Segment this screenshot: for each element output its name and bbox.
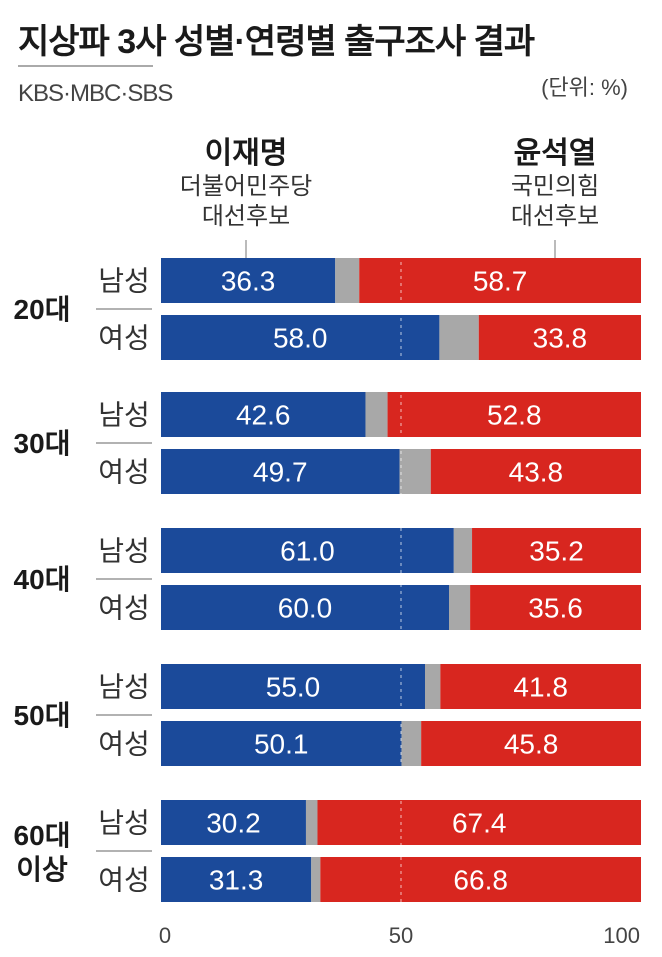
bar-yoon bbox=[421, 721, 641, 766]
candidate-role: 대선후보 bbox=[201, 203, 291, 230]
value-label-lee: 36.3 bbox=[221, 266, 276, 297]
value-label-lee: 31.3 bbox=[209, 865, 264, 896]
bar-yoon bbox=[470, 585, 641, 630]
value-label-lee: 55.0 bbox=[266, 672, 321, 703]
value-label-yoon: 58.7 bbox=[473, 266, 528, 297]
chart-title: 지상파 3사 성별·연령별 출구조사 결과 bbox=[18, 23, 535, 61]
gender-label: 남성 bbox=[98, 400, 150, 431]
source-label: KBS·MBC·SBS bbox=[18, 80, 173, 107]
bar-yoon bbox=[430, 449, 641, 494]
value-label-lee: 50.1 bbox=[254, 729, 309, 760]
gender-label: 남성 bbox=[98, 266, 150, 297]
bar-other bbox=[311, 857, 321, 902]
x-tick-label: 0 bbox=[159, 923, 171, 948]
gender-label: 여성 bbox=[98, 457, 150, 488]
age-group-label: 50대 bbox=[14, 700, 71, 731]
bar-yoon bbox=[359, 258, 641, 303]
bar-other bbox=[439, 315, 479, 360]
gender-label: 여성 bbox=[98, 593, 150, 624]
gender-label: 여성 bbox=[98, 865, 150, 896]
bar-yoon bbox=[440, 664, 641, 709]
gender-label: 남성 bbox=[98, 672, 150, 703]
value-label-yoon: 35.6 bbox=[528, 593, 583, 624]
bar-yoon bbox=[320, 857, 641, 902]
value-label-lee: 49.7 bbox=[253, 457, 308, 488]
bar-lee bbox=[161, 721, 402, 766]
bar-other bbox=[305, 800, 318, 845]
bar-other bbox=[425, 664, 441, 709]
candidate-party: 더불어민주당 bbox=[179, 173, 313, 200]
age-group-label: 40대 bbox=[14, 564, 71, 595]
candidate-party: 국민의힘 bbox=[510, 173, 600, 200]
value-label-yoon: 41.8 bbox=[513, 672, 568, 703]
value-label-yoon: 66.8 bbox=[453, 865, 508, 896]
bar-yoon bbox=[317, 800, 641, 845]
bar-other bbox=[401, 721, 422, 766]
value-label-lee: 42.6 bbox=[236, 400, 291, 431]
candidate-lee-label: 이재명 더불어민주당 대선후보 bbox=[146, 136, 346, 232]
bar-yoon bbox=[472, 528, 641, 573]
bar-lee bbox=[161, 449, 400, 494]
age-group-label: 30대 bbox=[14, 428, 71, 459]
candidate-yoon-label: 윤석열 국민의힘 대선후보 bbox=[455, 136, 655, 232]
title-divider bbox=[18, 65, 153, 67]
value-label-yoon: 33.8 bbox=[533, 323, 588, 354]
bar-lee bbox=[161, 392, 366, 437]
candidate-name: 윤석열 bbox=[513, 137, 597, 170]
bar-other bbox=[335, 258, 360, 303]
value-label-lee: 58.0 bbox=[273, 323, 328, 354]
bar-lee bbox=[161, 664, 425, 709]
age-group-label: 60대 이상 bbox=[14, 820, 71, 885]
gender-label: 여성 bbox=[98, 729, 150, 760]
value-label-yoon: 67.4 bbox=[452, 808, 507, 839]
bar-yoon bbox=[478, 315, 641, 360]
bar-lee bbox=[161, 857, 312, 902]
bar-other bbox=[399, 449, 431, 494]
value-label-lee: 30.2 bbox=[206, 808, 261, 839]
candidate-name: 이재명 bbox=[204, 137, 288, 170]
gender-label: 남성 bbox=[98, 808, 150, 839]
value-label-yoon: 52.8 bbox=[487, 400, 542, 431]
bar-other bbox=[449, 585, 471, 630]
bar-lee bbox=[161, 315, 440, 360]
value-label-lee: 60.0 bbox=[278, 593, 333, 624]
candidate-role: 대선후보 bbox=[510, 203, 600, 230]
value-label-yoon: 35.2 bbox=[529, 536, 584, 567]
unit-label: (단위: %) bbox=[541, 75, 628, 100]
bar-lee bbox=[161, 528, 454, 573]
value-label-yoon: 43.8 bbox=[509, 457, 564, 488]
bar-lee bbox=[161, 800, 306, 845]
gender-label: 여성 bbox=[98, 323, 150, 354]
value-label-lee: 61.0 bbox=[280, 536, 335, 567]
bar-other bbox=[365, 392, 388, 437]
x-tick-label: 100 bbox=[603, 923, 640, 948]
gender-label: 남성 bbox=[98, 536, 150, 567]
value-label-yoon: 45.8 bbox=[504, 729, 559, 760]
bar-yoon bbox=[387, 392, 641, 437]
bar-other bbox=[453, 528, 473, 573]
x-tick-label: 50 bbox=[389, 923, 413, 948]
bar-lee bbox=[161, 258, 336, 303]
age-group-label: 20대 bbox=[14, 294, 71, 325]
